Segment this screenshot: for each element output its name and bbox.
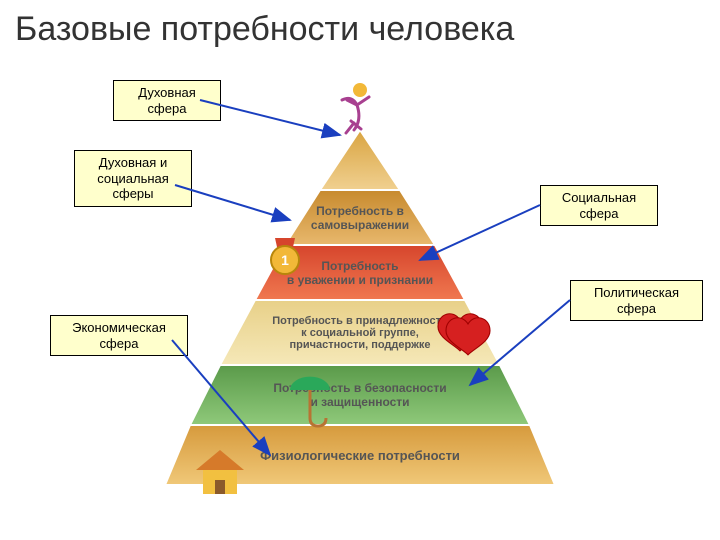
pyramid-layer-1: Потребность всамовыражении (260, 190, 460, 245)
label-social: Социальнаясфера (540, 185, 658, 226)
pyramid: Потребность всамовыражении Потребностьв у… (190, 100, 530, 500)
page-title: Базовые потребности человека (15, 10, 514, 49)
pyramid-layer-2: Потребностьв уважении и признании (255, 245, 465, 300)
dancer-ball-icon (353, 83, 367, 97)
pyramid-layer-text-4: Потребность в безопасностии защищенности (190, 381, 530, 409)
pyramid-layer-text-3: Потребность в принадлежностик социальной… (220, 315, 500, 351)
pyramid-layer-text-2: Потребностьв уважении и признании (255, 259, 465, 287)
pyramid-layer-5: Физиологические потребности (165, 425, 555, 485)
pyramid-layer-text-1: Потребность всамовыражении (260, 204, 460, 232)
pyramid-layer-3: Потребность в принадлежностик социальной… (220, 300, 500, 365)
label-economic: Экономическаясфера (50, 315, 188, 356)
pyramid-layer-text-5: Физиологические потребности (165, 448, 555, 463)
pyramid-layer-4: Потребность в безопасностии защищенности (190, 365, 530, 425)
label-political: Политическаясфера (570, 280, 703, 321)
pyramid-layer-0 (260, 130, 460, 190)
label-spiritual-social: Духовная исоциальнаясферы (74, 150, 192, 207)
